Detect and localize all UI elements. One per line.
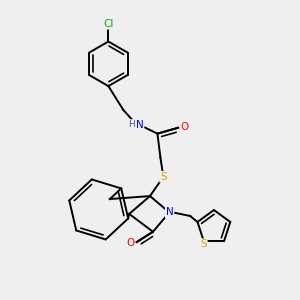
Text: Cl: Cl bbox=[103, 19, 114, 29]
Text: O: O bbox=[181, 122, 189, 132]
Text: N: N bbox=[166, 207, 173, 218]
Text: N: N bbox=[136, 120, 143, 130]
Text: H: H bbox=[128, 120, 135, 129]
Text: S: S bbox=[160, 172, 167, 182]
Text: S: S bbox=[200, 239, 207, 249]
Text: O: O bbox=[126, 238, 134, 248]
